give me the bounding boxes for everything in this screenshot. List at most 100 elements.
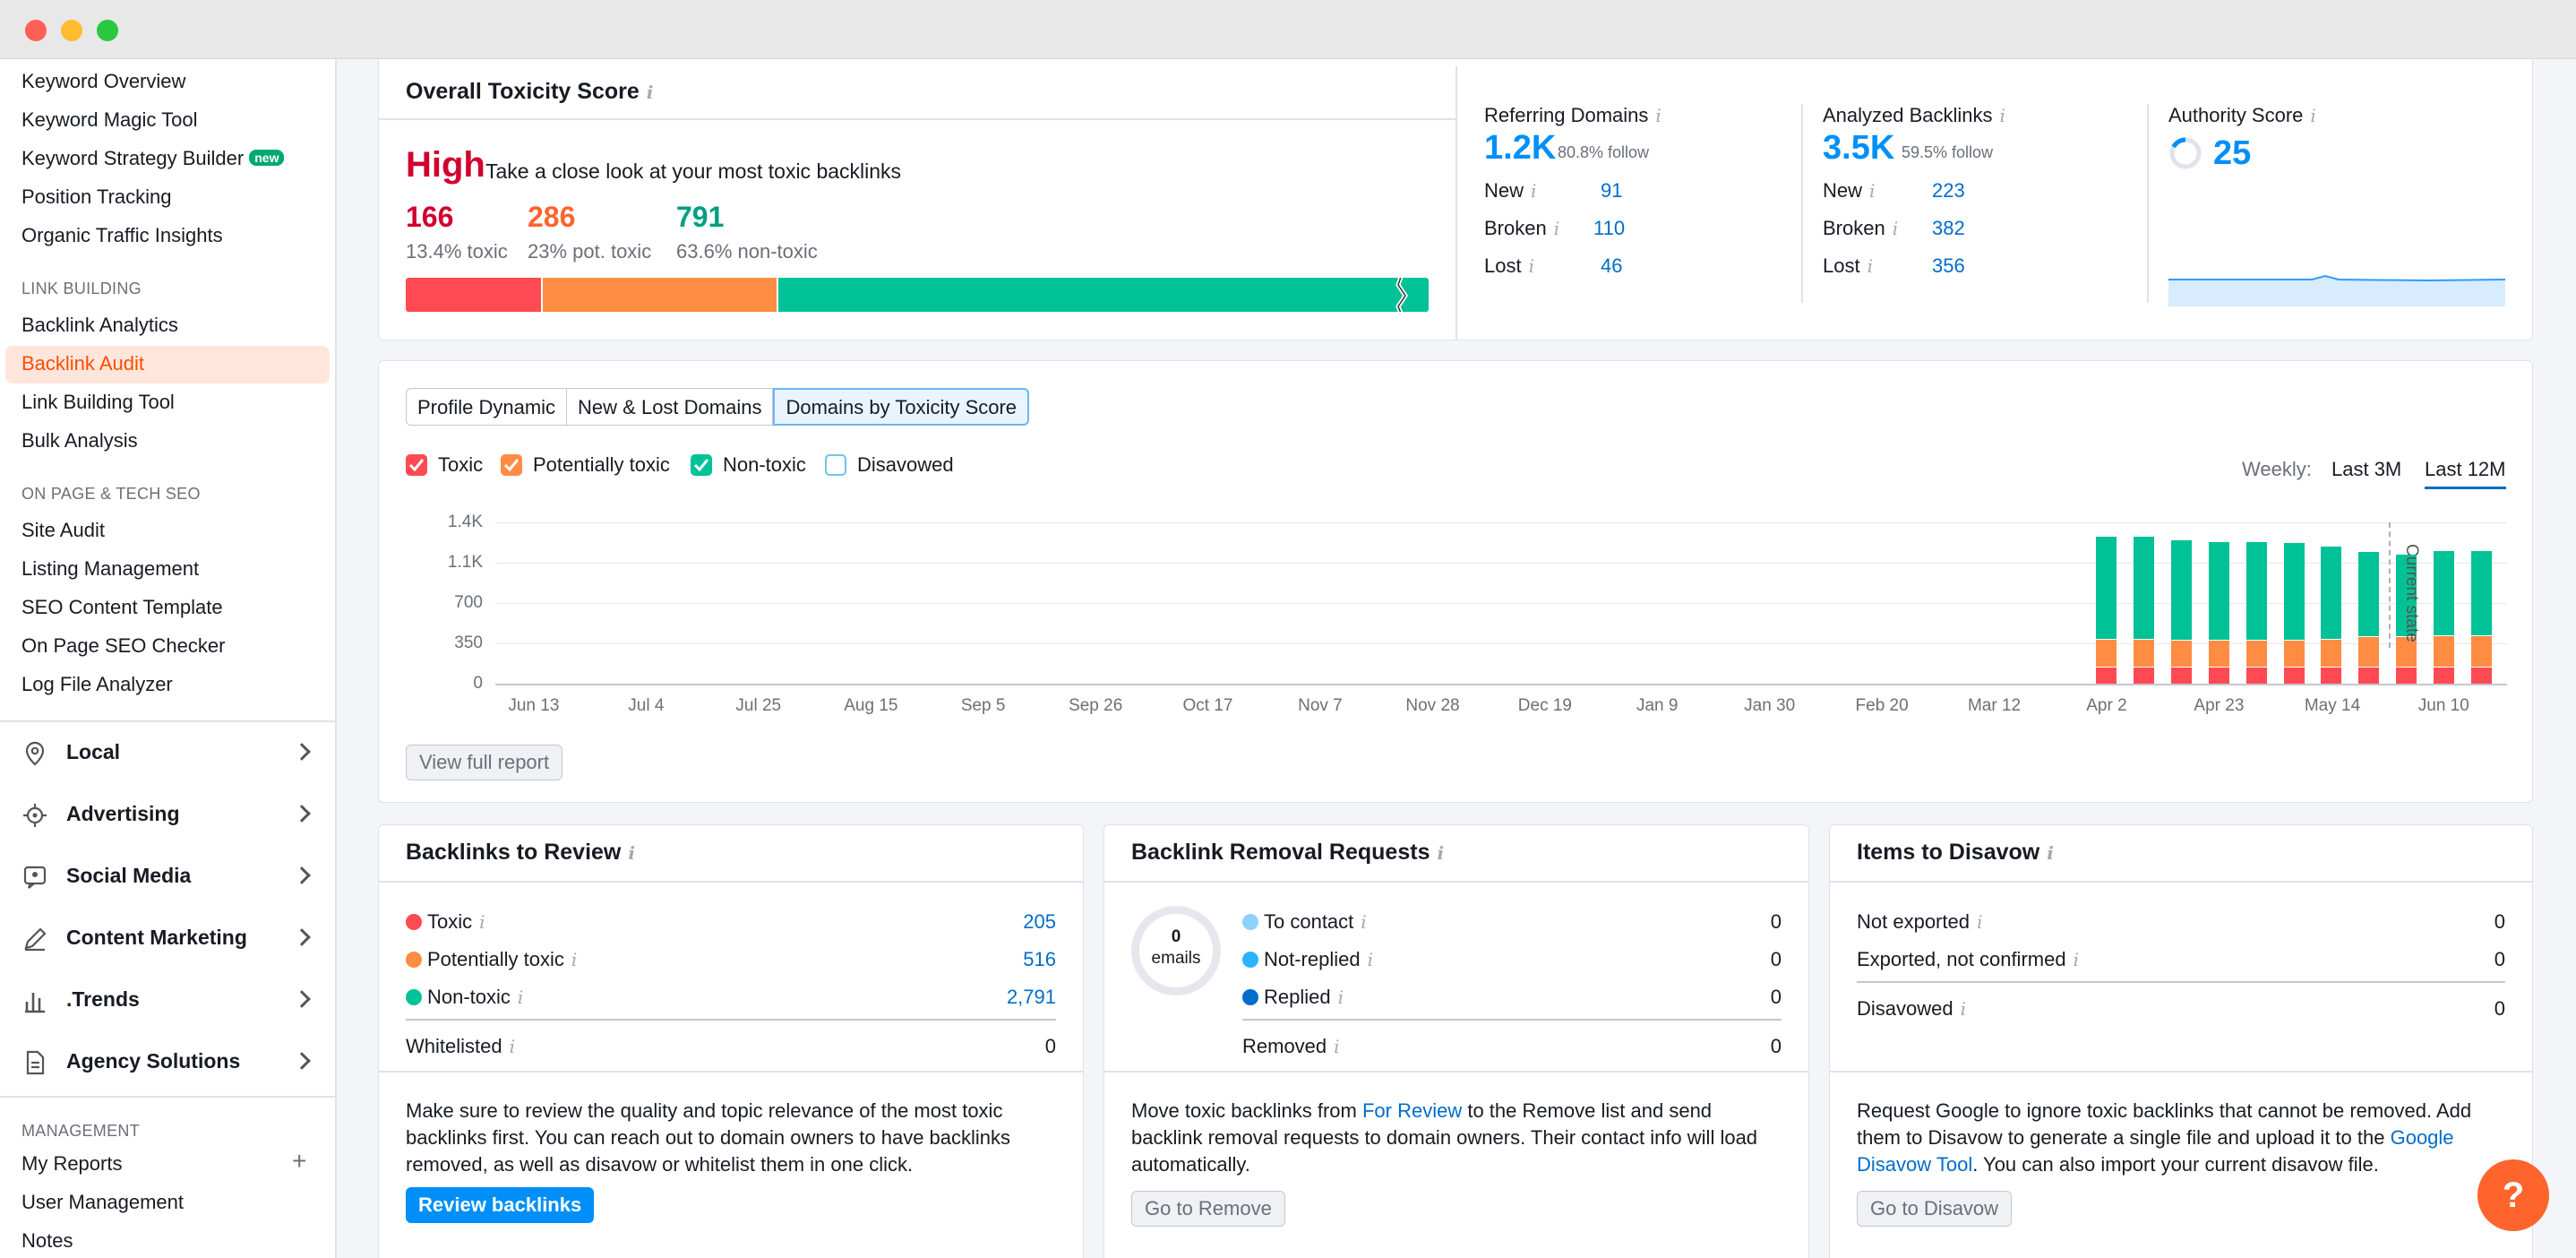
sidebar-item-bulk-analysis[interactable]: Bulk Analysis — [21, 429, 138, 452]
info-icon[interactable]: i — [1999, 105, 2005, 126]
review-backlinks-button[interactable]: Review backlinks — [406, 1187, 595, 1223]
sidebar-item-organic-traffic-insights[interactable]: Organic Traffic Insights — [21, 224, 223, 246]
google-disavow-tool-link[interactable]: Google Disavow Tool — [1857, 1126, 2454, 1176]
chart-bar-potentially-toxic[interactable] — [2096, 638, 2117, 667]
tab-new-lost-domains[interactable]: New & Lost Domains — [567, 388, 774, 426]
disavowed-checkbox[interactable] — [825, 454, 846, 476]
sidebar-item-backlink-audit[interactable]: Backlink Audit — [21, 352, 144, 375]
analyzed-backlinks-value[interactable]: 3.5K — [1823, 129, 1895, 167]
info-icon[interactable]: i — [1867, 255, 1873, 277]
sidebar-item-notes[interactable]: Notes — [21, 1229, 73, 1252]
info-icon[interactable]: i — [517, 987, 524, 1008]
chart-bar-potentially-toxic[interactable] — [2283, 640, 2305, 667]
minimize-window-button[interactable] — [61, 20, 82, 41]
info-icon[interactable]: i — [479, 911, 485, 933]
info-icon[interactable]: i — [1655, 105, 1662, 126]
chart-bar-non-toxic[interactable] — [2358, 551, 2380, 637]
sidebar-item-listing-management[interactable]: Listing Management — [21, 557, 200, 580]
tab-domains-by-toxicity-score[interactable]: Domains by Toxicity Score — [773, 388, 1030, 426]
chart-bar-non-toxic[interactable] — [2321, 545, 2342, 639]
info-icon[interactable]: i — [628, 842, 635, 864]
sidebar-item-my-reports[interactable]: My Reports — [21, 1152, 123, 1175]
chart-bar-potentially-toxic[interactable] — [2134, 638, 2155, 667]
sidebar-group-trends[interactable]: .Trends — [0, 969, 335, 1030]
analyzed-new-value[interactable]: 223 — [1932, 179, 1965, 202]
chart-bar-toxic[interactable] — [2358, 666, 2380, 684]
chart-bar-potentially-toxic[interactable] — [2395, 636, 2417, 667]
referring-lost-value[interactable]: 46 — [1601, 254, 1623, 277]
go-to-remove-button[interactable]: Go to Remove — [1131, 1191, 1285, 1227]
sidebar-item-keyword-overview[interactable]: Keyword Overview — [21, 70, 186, 92]
sidebar-item-position-tracking[interactable]: Position Tracking — [21, 185, 172, 208]
info-icon[interactable]: i — [1361, 911, 1367, 933]
referring-new-value[interactable]: 91 — [1601, 179, 1623, 202]
range-last-12m[interactable]: Last 12M — [2425, 458, 2506, 489]
info-icon[interactable]: i — [1976, 911, 1983, 933]
chart-bar-toxic[interactable] — [2134, 666, 2155, 684]
chart-bar-potentially-toxic[interactable] — [2470, 635, 2492, 667]
chart-bar-toxic[interactable] — [2245, 666, 2267, 684]
info-icon[interactable]: i — [1892, 218, 1899, 239]
sidebar-group-social-media[interactable]: Social Media — [0, 846, 335, 907]
info-icon[interactable]: i — [1337, 987, 1344, 1008]
sidebar-group-content-marketing[interactable]: Content Marketing — [0, 908, 335, 969]
sidebar-item-keyword-strategy-builder[interactable]: Keyword Strategy Builder new — [21, 147, 285, 170]
sidebar-group-advertising[interactable]: Advertising — [0, 784, 335, 845]
chart-bar-non-toxic[interactable] — [2395, 553, 2417, 637]
chart-bar-toxic[interactable] — [2171, 666, 2193, 684]
sidebar-group-local[interactable]: Local — [0, 722, 335, 783]
chart-bar-potentially-toxic[interactable] — [2358, 636, 2380, 667]
toxic-checkbox[interactable] — [406, 454, 427, 476]
info-icon[interactable]: i — [509, 1036, 515, 1057]
analyzed-lost-value[interactable]: 356 — [1932, 254, 1965, 277]
tab-profile-dynamic[interactable]: Profile Dynamic — [406, 388, 568, 426]
review-toxic-value[interactable]: 205 — [1023, 910, 1056, 933]
view-full-report-button[interactable]: View full report — [406, 745, 563, 780]
chart-bar-toxic[interactable] — [2470, 666, 2492, 684]
referring-domains-value[interactable]: 1.2K — [1484, 129, 1557, 167]
info-icon[interactable]: i — [1531, 180, 1537, 202]
for-review-link[interactable]: For Review — [1361, 1099, 1463, 1122]
info-icon[interactable]: i — [1553, 218, 1560, 239]
go-to-disavow-button[interactable]: Go to Disavow — [1857, 1191, 2013, 1227]
chart-bar-potentially-toxic[interactable] — [2321, 638, 2342, 667]
chart-bar-non-toxic[interactable] — [2245, 540, 2267, 641]
chart-bar-non-toxic[interactable] — [2433, 549, 2454, 635]
info-icon[interactable]: i — [1367, 949, 1374, 970]
sidebar-item-keyword-magic-tool[interactable]: Keyword Magic Tool — [21, 108, 198, 131]
chart-bar-potentially-toxic[interactable] — [2433, 635, 2454, 667]
info-icon[interactable]: i — [646, 82, 654, 103]
chart-bar-non-toxic[interactable] — [2171, 539, 2193, 641]
add-report-button[interactable]: + — [292, 1147, 307, 1175]
sidebar-item-seo-content-template[interactable]: SEO Content Template — [21, 596, 223, 618]
info-icon[interactable]: i — [1437, 842, 1445, 864]
chart-bar-toxic[interactable] — [2395, 666, 2417, 684]
non-toxic-checkbox[interactable] — [691, 454, 712, 476]
maximize-window-button[interactable] — [97, 20, 118, 41]
info-icon[interactable]: i — [2310, 105, 2316, 126]
sidebar-item-on-page-seo-checker[interactable]: On Page SEO Checker — [21, 634, 226, 657]
chart-bar-toxic[interactable] — [2433, 666, 2454, 684]
chart-bar-toxic[interactable] — [2096, 666, 2117, 684]
info-icon[interactable]: i — [1869, 180, 1876, 202]
chart-bar-non-toxic[interactable] — [2283, 541, 2305, 641]
referring-broken-value[interactable]: 110 — [1593, 217, 1626, 239]
chart-bar-potentially-toxic[interactable] — [2208, 640, 2229, 667]
analyzed-broken-value[interactable]: 382 — [1932, 217, 1965, 239]
range-last-3m[interactable]: Last 3M — [2331, 458, 2402, 480]
info-icon[interactable]: i — [1960, 998, 1967, 1020]
chart-bar-non-toxic[interactable] — [2470, 549, 2492, 635]
info-icon[interactable]: i — [571, 949, 578, 970]
review-potentially-toxic-value[interactable]: 516 — [1023, 948, 1056, 970]
chart-bar-toxic[interactable] — [2283, 666, 2305, 684]
sidebar-item-backlink-analytics[interactable]: Backlink Analytics — [21, 314, 178, 336]
chart-bar-potentially-toxic[interactable] — [2171, 640, 2193, 667]
info-icon[interactable]: i — [2047, 842, 2054, 864]
close-window-button[interactable] — [25, 20, 47, 41]
chart-bar-non-toxic[interactable] — [2208, 540, 2229, 641]
info-icon[interactable]: i — [1528, 255, 1534, 277]
sidebar-item-link-building-tool[interactable]: Link Building Tool — [21, 391, 175, 413]
chart-bar-toxic[interactable] — [2321, 666, 2342, 684]
sidebar-item-site-audit[interactable]: Site Audit — [21, 519, 105, 541]
potentially-toxic-checkbox[interactable] — [501, 454, 522, 476]
